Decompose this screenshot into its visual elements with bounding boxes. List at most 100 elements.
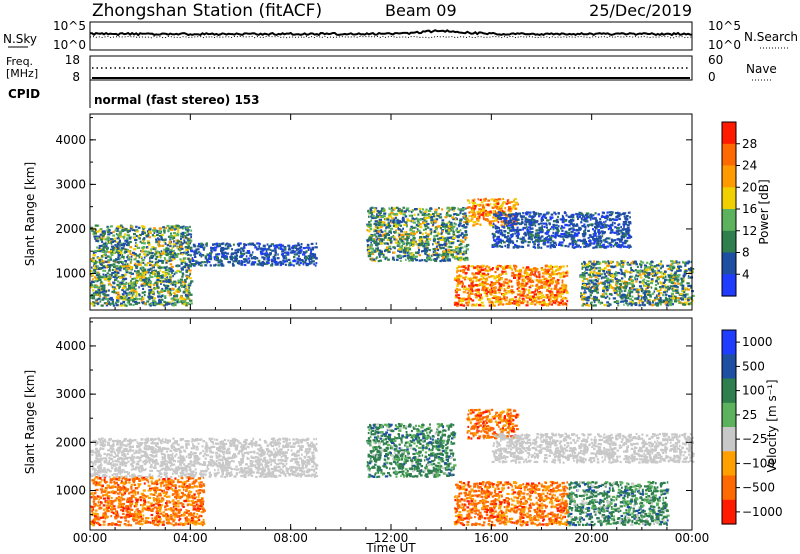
data-cell bbox=[263, 248, 267, 251]
data-cell bbox=[610, 231, 614, 234]
data-cell bbox=[243, 245, 245, 248]
data-cell bbox=[200, 255, 203, 258]
data-cell bbox=[310, 262, 313, 265]
data-cell bbox=[463, 221, 466, 224]
data-cell bbox=[154, 272, 157, 275]
data-cell bbox=[104, 256, 108, 259]
data-cell bbox=[478, 298, 482, 301]
data-cell bbox=[654, 274, 658, 277]
data-cell bbox=[236, 261, 239, 265]
data-cell bbox=[171, 299, 174, 302]
data-cell bbox=[437, 231, 439, 234]
data-cell bbox=[114, 273, 117, 276]
data-cell bbox=[397, 243, 400, 246]
data-cell bbox=[479, 211, 482, 215]
data-cell bbox=[234, 257, 237, 260]
data-cell bbox=[481, 206, 486, 209]
data-cell bbox=[475, 272, 479, 275]
data-cell bbox=[536, 295, 539, 298]
data-cell bbox=[183, 303, 186, 306]
data-cell bbox=[627, 227, 630, 230]
data-cell bbox=[493, 304, 496, 307]
data-cell bbox=[180, 260, 184, 264]
data-cell bbox=[443, 250, 445, 253]
data-cell bbox=[390, 240, 393, 243]
data-cell bbox=[122, 276, 125, 279]
data-cell bbox=[579, 228, 582, 231]
data-cell bbox=[93, 262, 97, 265]
data-cell bbox=[275, 244, 279, 247]
data-cell bbox=[560, 244, 563, 247]
data-cell bbox=[168, 288, 172, 291]
data-cell bbox=[392, 246, 396, 249]
data-cell bbox=[562, 296, 565, 299]
data-cell bbox=[511, 292, 514, 295]
data-cell bbox=[399, 254, 402, 258]
data-cell bbox=[112, 247, 114, 250]
data-cell bbox=[464, 233, 468, 236]
data-cell bbox=[128, 293, 131, 296]
data-cell bbox=[374, 220, 378, 223]
data-cell bbox=[175, 298, 179, 301]
data-cell bbox=[537, 287, 540, 290]
data-cell bbox=[296, 247, 299, 251]
data-cell bbox=[424, 224, 428, 228]
data-cell bbox=[610, 240, 614, 243]
data-cell bbox=[618, 244, 622, 247]
data-cell bbox=[457, 257, 460, 260]
data-cell bbox=[570, 230, 574, 233]
data-cell bbox=[145, 283, 148, 286]
data-cell bbox=[92, 289, 95, 292]
data-cell bbox=[549, 292, 551, 295]
data-cell bbox=[388, 245, 392, 248]
data-cell bbox=[375, 247, 378, 250]
data-cell bbox=[569, 219, 573, 222]
data-cell bbox=[134, 253, 137, 256]
data-cell bbox=[171, 258, 175, 261]
data-cell bbox=[548, 269, 551, 272]
data-cell bbox=[591, 297, 594, 300]
data-cell bbox=[190, 233, 193, 236]
data-cell bbox=[543, 239, 546, 242]
data-cell bbox=[435, 245, 438, 248]
data-cell bbox=[123, 233, 127, 236]
data-cell bbox=[262, 252, 265, 255]
data-cell bbox=[174, 271, 178, 274]
data-cell bbox=[545, 284, 549, 287]
data-cell bbox=[504, 270, 507, 273]
data-cell bbox=[111, 300, 115, 303]
data-cell bbox=[95, 237, 99, 240]
data-cell bbox=[392, 220, 395, 223]
data-cell bbox=[560, 235, 564, 238]
data-cell bbox=[176, 264, 179, 267]
data-cell bbox=[196, 248, 200, 251]
data-cell bbox=[437, 215, 440, 218]
data-cell bbox=[505, 202, 509, 205]
data-cell bbox=[561, 300, 564, 303]
data-cell bbox=[92, 269, 97, 272]
data-cell bbox=[161, 260, 165, 263]
data-cell bbox=[600, 241, 603, 244]
data-cell bbox=[168, 243, 172, 246]
data-cell bbox=[482, 215, 485, 218]
data-cell bbox=[177, 240, 181, 243]
data-cell bbox=[544, 277, 548, 280]
data-cell bbox=[110, 264, 113, 267]
data-cell bbox=[94, 291, 98, 294]
data-cell bbox=[271, 249, 275, 252]
data-cell bbox=[438, 213, 442, 216]
data-cell bbox=[492, 284, 495, 287]
data-cell bbox=[525, 267, 529, 270]
data-cell bbox=[515, 234, 519, 238]
data-cell bbox=[105, 264, 109, 267]
data-cell bbox=[589, 213, 593, 216]
data-cell bbox=[163, 289, 166, 292]
data-cell bbox=[501, 266, 504, 269]
data-cell bbox=[497, 288, 499, 291]
data-cell bbox=[416, 228, 419, 231]
data-cell bbox=[190, 236, 192, 239]
data-cell bbox=[608, 227, 612, 230]
data-cell bbox=[454, 257, 456, 260]
data-cell bbox=[550, 280, 552, 283]
data-cell bbox=[127, 296, 131, 300]
